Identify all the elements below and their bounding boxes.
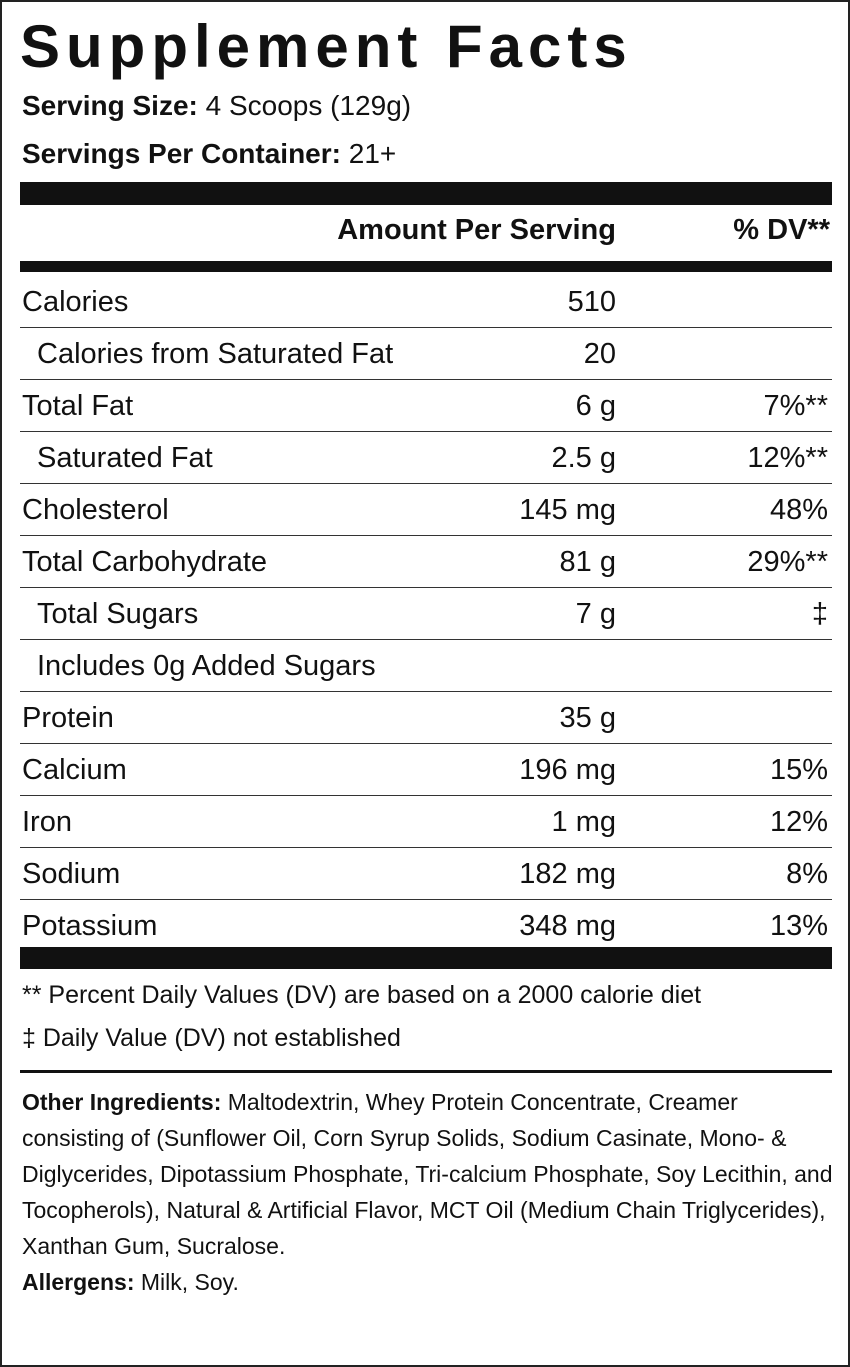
nutrient-amount: 145 mg (519, 494, 616, 526)
nutrient-name: Calories (22, 286, 129, 318)
nutrient-dv: 13% (769, 910, 828, 942)
nutrient-dv: 15% (769, 754, 828, 786)
nutrient-name: Sodium (22, 858, 121, 890)
row-rule (20, 639, 832, 640)
nutrient-amount: 35 g (559, 702, 616, 734)
thick-bar (20, 261, 832, 272)
other-ingredients: Other Ingredients: Maltodextrin, Whey Pr… (22, 1084, 837, 1264)
row-rule (20, 379, 832, 380)
row-rule (20, 847, 832, 848)
nutrient-dv: ‡ (811, 598, 828, 630)
thick-bar (20, 182, 832, 205)
nutrient-name: Calories from Saturated Fat (37, 338, 394, 370)
row-rule (20, 483, 832, 484)
row-rule (20, 587, 832, 588)
serving-size-label: Serving Size: (22, 90, 198, 121)
other-ingredients-text: Maltodextrin, Whey Protein Concentrate, … (22, 1089, 833, 1259)
row-rule (20, 743, 832, 744)
nutrient-name: Calcium (22, 754, 127, 786)
nutrient-name: Total Fat (22, 390, 134, 422)
row-rule (20, 795, 832, 796)
nutrient-name: Saturated Fat (37, 442, 213, 474)
nutrient-amount: 196 mg (519, 754, 616, 786)
nutrient-dv: 8% (786, 858, 828, 890)
nutrient-amount: 2.5 g (551, 442, 617, 474)
nutrient-amount: 20 (583, 338, 616, 370)
nutrient-dv: 12% (769, 806, 828, 838)
row-rule (20, 691, 832, 692)
row-rule (20, 327, 832, 328)
other-ingredients-label: Other Ingredients: (22, 1089, 222, 1115)
footnote: ** Percent Daily Values (DV) are based o… (22, 981, 702, 1009)
row-rule (20, 431, 832, 432)
nutrient-dv: 12%** (747, 442, 828, 474)
footnote: ‡ Daily Value (DV) not established (22, 1024, 401, 1052)
servings-value: 21+ (348, 138, 397, 169)
ingredients-block: Other Ingredients: Maltodextrin, Whey Pr… (22, 1084, 837, 1300)
allergens-text: Milk, Soy. (140, 1269, 239, 1295)
serving-size-value: 4 Scoops (129g) (205, 90, 412, 121)
nutrient-amount: 348 mg (519, 910, 616, 942)
thick-bar (20, 947, 832, 969)
nutrient-amount: 510 (567, 286, 616, 318)
title: Supplement Facts (20, 13, 633, 80)
row-rule (20, 535, 832, 536)
nutrient-name: Protein (22, 702, 114, 734)
column-header: Amount Per Serving (337, 214, 616, 246)
nutrient-dv: 29%** (747, 546, 828, 578)
nutrient-name: Iron (22, 806, 72, 838)
nutrient-amount: 182 mg (519, 858, 616, 890)
nutrient-amount: 6 g (575, 390, 616, 422)
nutrient-dv: 48% (769, 494, 828, 526)
nutrient-name: Includes 0g Added Sugars (37, 650, 376, 682)
nutrient-name: Total Sugars (37, 598, 199, 630)
servings-per-container: Servings Per Container: 21+ (22, 138, 396, 170)
nutrient-name: Potassium (22, 910, 158, 942)
allergens-label: Allergens: (22, 1269, 135, 1295)
serving-size: Serving Size: 4 Scoops (129g) (22, 90, 411, 122)
nutrient-name: Cholesterol (22, 494, 169, 526)
nutrient-amount: 7 g (575, 598, 616, 630)
nutrient-amount: 81 g (559, 546, 616, 578)
servings-label: Servings Per Container: (22, 138, 341, 169)
nutrient-name: Total Carbohydrate (22, 546, 268, 578)
nutrient-amount: 1 mg (551, 806, 616, 838)
allergens: Allergens: Milk, Soy. (22, 1264, 837, 1300)
divider (20, 1070, 832, 1073)
column-header: % DV** (733, 214, 830, 246)
nutrient-dv: 7%** (763, 390, 829, 422)
row-rule (20, 899, 832, 900)
